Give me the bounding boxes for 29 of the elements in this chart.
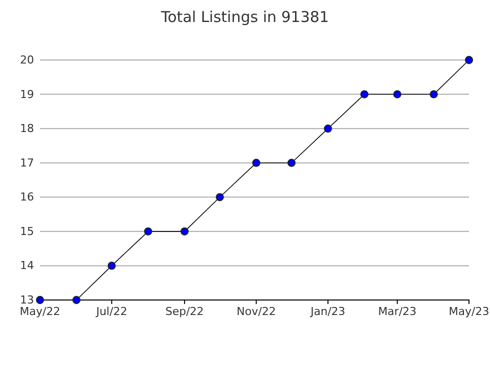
x-tick-label: Jan/23 xyxy=(310,304,346,318)
point xyxy=(252,158,260,167)
x-tick-label: May/23 xyxy=(448,304,490,318)
point xyxy=(108,262,116,270)
x-tick-label: May/22 xyxy=(20,304,60,318)
x-tick-label: Mar/23 xyxy=(378,304,417,318)
point xyxy=(393,90,402,98)
y-tick-label: 15 xyxy=(20,224,34,238)
point xyxy=(430,90,438,98)
x-tick-label: Nov/22 xyxy=(236,304,276,318)
point xyxy=(464,56,474,64)
point xyxy=(287,158,296,167)
point xyxy=(36,296,44,304)
y-tick-label: 16 xyxy=(20,190,34,204)
point xyxy=(216,193,224,202)
y-tick-label: 17 xyxy=(20,156,34,170)
point xyxy=(72,296,81,304)
x-tick-label: Jul/22 xyxy=(95,304,128,318)
y-tick-label: 13 xyxy=(20,294,34,307)
x-tick-label: Sep/22 xyxy=(165,304,204,318)
y-tick-label: 14 xyxy=(20,259,34,272)
point xyxy=(180,227,189,236)
y-tick-label: 19 xyxy=(20,88,34,101)
y-tick-label: 18 xyxy=(20,122,34,136)
point xyxy=(324,124,332,133)
point xyxy=(360,90,368,98)
chart-title: Total Listings in 91381 xyxy=(160,8,329,26)
y-tick-label: 20 xyxy=(20,54,34,67)
point xyxy=(144,227,152,236)
